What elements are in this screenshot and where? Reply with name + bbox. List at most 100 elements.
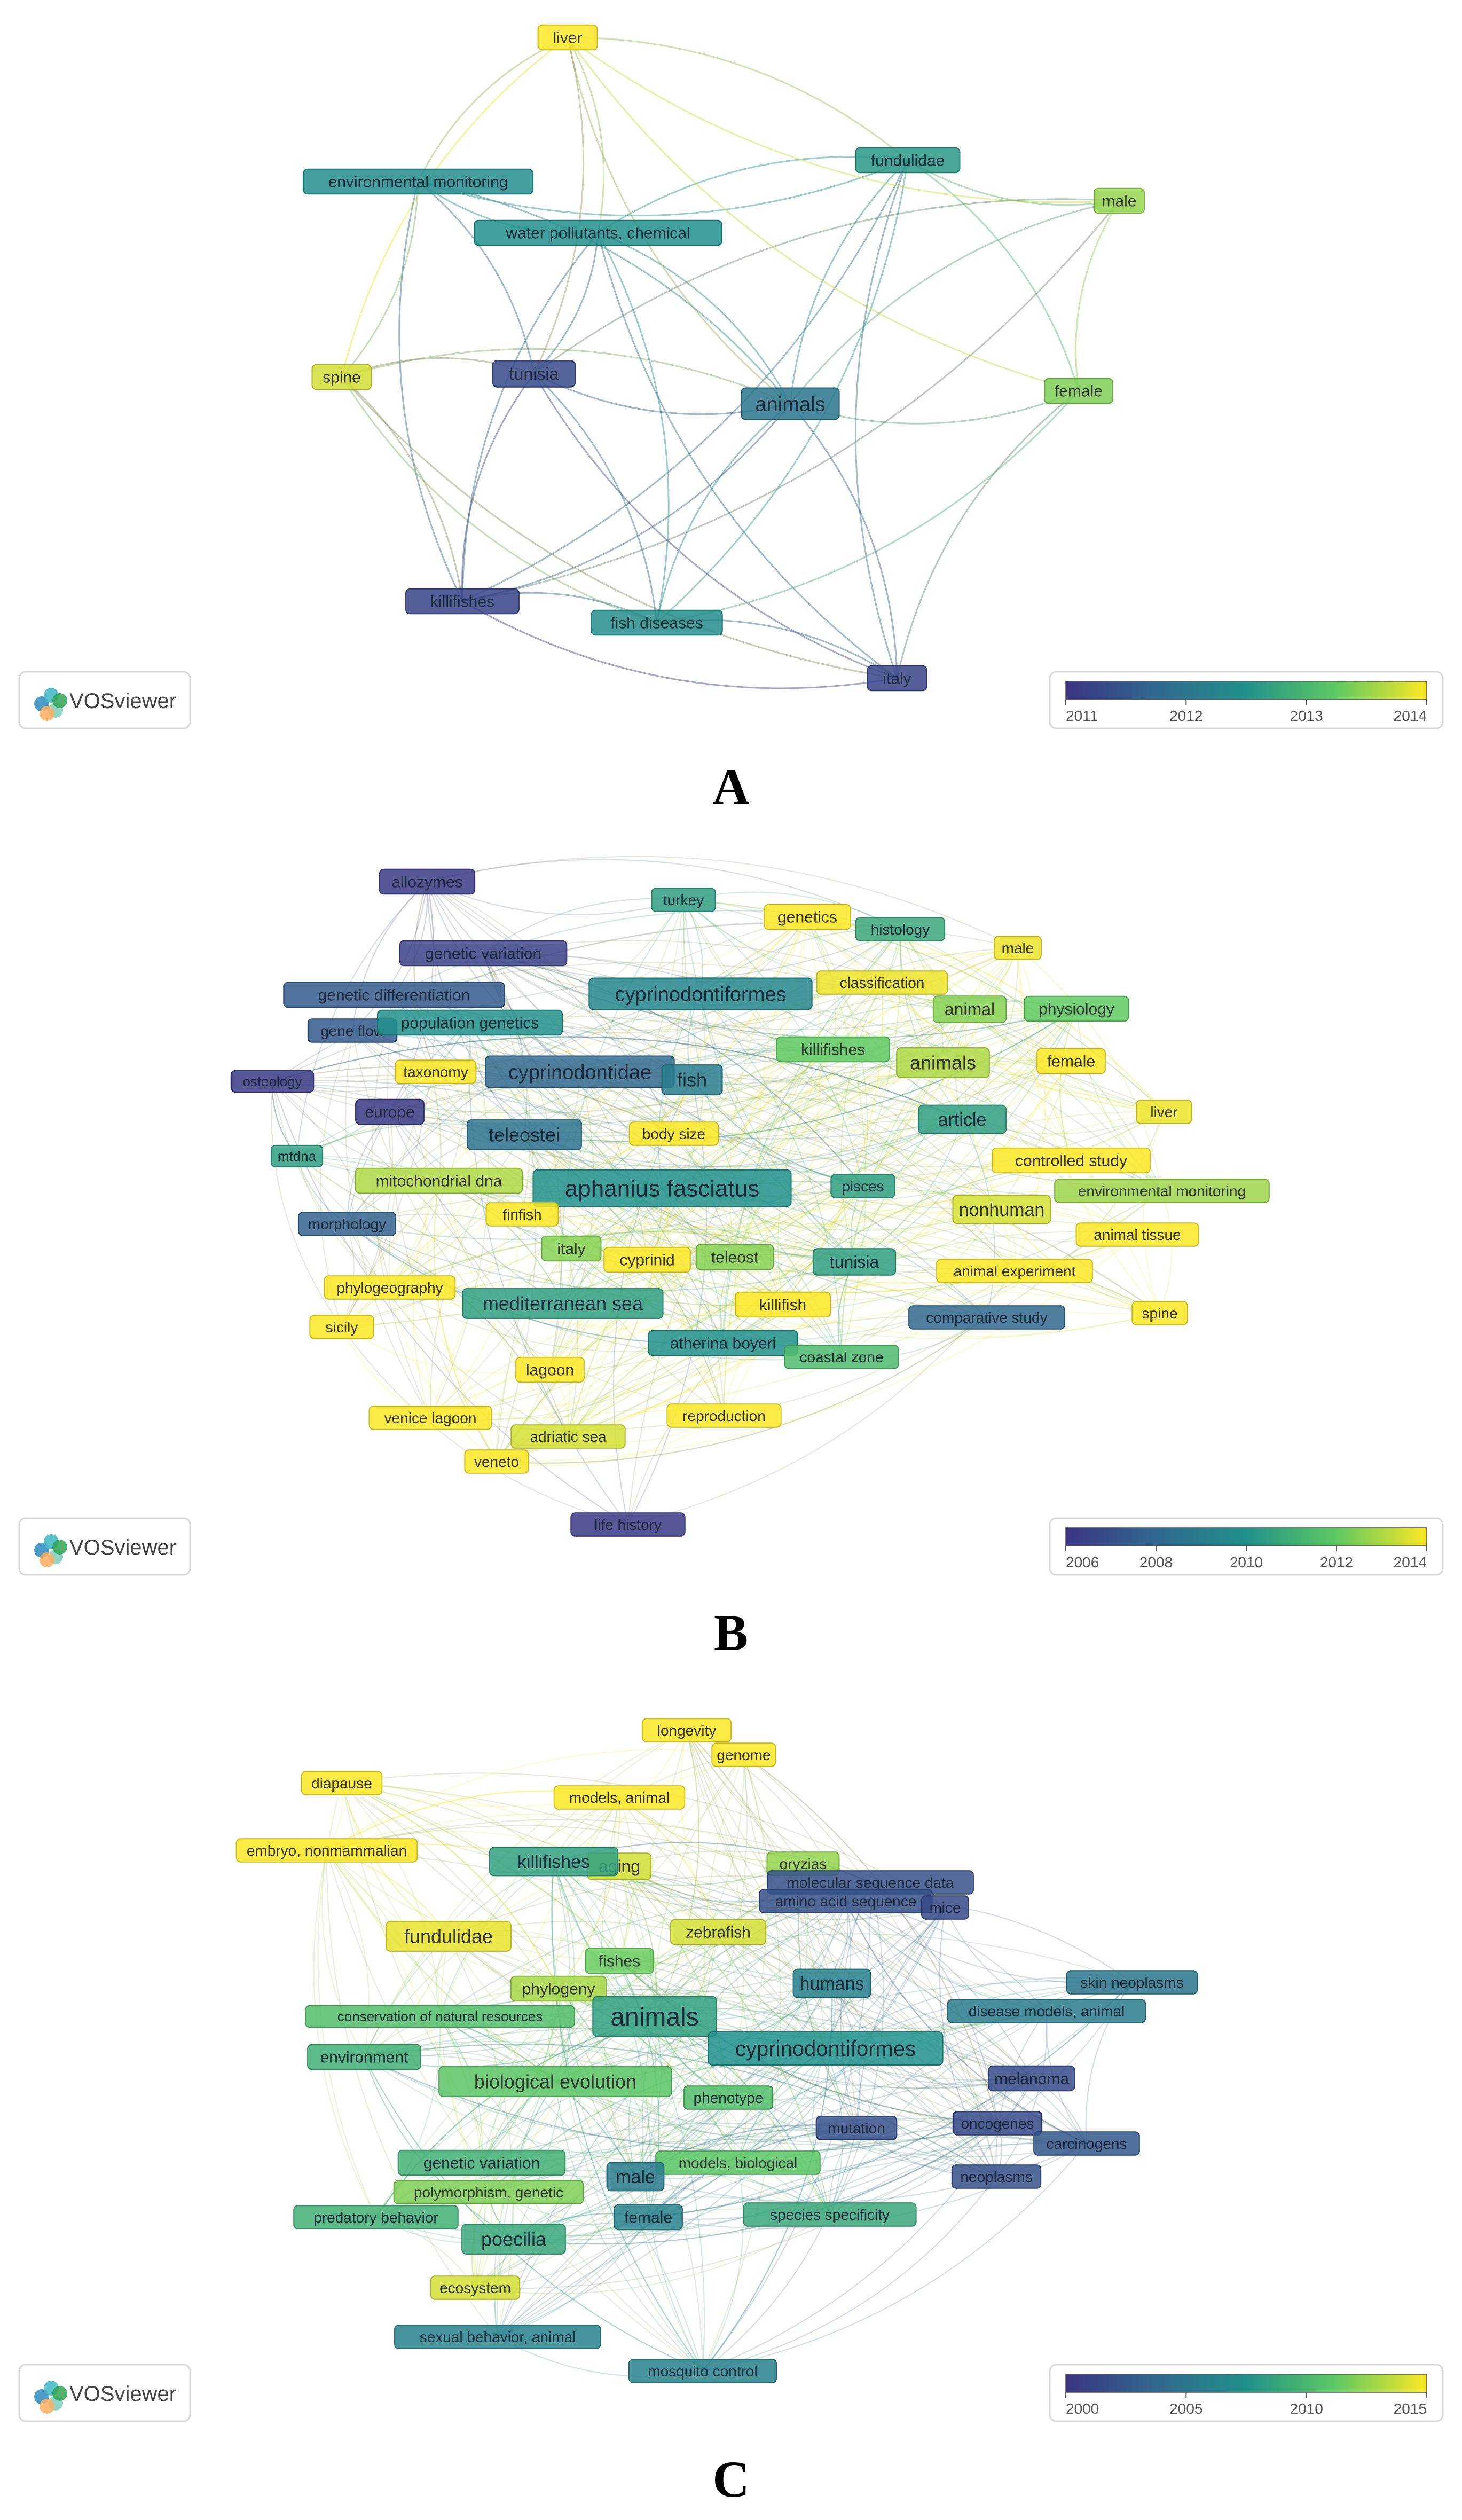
keyword-node[interactable]: genetic variation <box>397 2149 566 2176</box>
keyword-node[interactable]: animal tissue <box>1075 1222 1199 1247</box>
keyword-node[interactable]: mitochondrial dna <box>355 1167 523 1194</box>
keyword-node[interactable]: water pollutants, chemical <box>474 219 722 246</box>
keyword-node[interactable]: atherina boyeri <box>648 1330 798 1356</box>
keyword-node[interactable]: liver <box>1136 1100 1192 1124</box>
keyword-node[interactable]: environment <box>307 2044 421 2070</box>
keyword-node[interactable]: models, animal <box>553 1785 686 1810</box>
keyword-node[interactable]: article <box>918 1104 1007 1134</box>
keyword-node[interactable]: amino acid sequence <box>759 1889 933 1913</box>
keyword-node[interactable]: animals <box>741 387 840 420</box>
keyword-node[interactable]: osteology <box>230 1070 315 1093</box>
keyword-node[interactable]: cyprinodontidae <box>485 1055 675 1088</box>
keyword-node[interactable]: cyprinid <box>603 1246 691 1273</box>
keyword-node[interactable]: killifishes <box>489 1847 619 1877</box>
keyword-node[interactable]: fundulidae <box>386 1921 512 1952</box>
keyword-node[interactable]: fundulidae <box>855 147 961 174</box>
keyword-node[interactable]: female <box>614 2204 683 2231</box>
keyword-node[interactable]: melanoma <box>988 2065 1075 2092</box>
keyword-node[interactable]: models, biological <box>655 2150 821 2175</box>
keyword-node[interactable]: histology <box>855 917 946 941</box>
keyword-node[interactable]: tunisia <box>812 1248 897 1276</box>
keyword-node[interactable]: male <box>1093 187 1145 214</box>
keyword-node[interactable]: conservation of natural resources <box>305 2005 575 2028</box>
keyword-node[interactable]: genome <box>711 1742 776 1767</box>
keyword-node[interactable]: ecosystem <box>430 2275 521 2300</box>
keyword-node[interactable]: population genetics <box>376 1009 563 1036</box>
keyword-node[interactable]: genetic variation <box>399 940 568 967</box>
keyword-node[interactable]: polymorphism, genetic <box>393 2180 584 2204</box>
keyword-node[interactable]: morphology <box>298 1212 396 1236</box>
keyword-node[interactable]: italy <box>867 665 927 692</box>
keyword-node[interactable]: predatory behavior <box>293 2205 459 2229</box>
keyword-node[interactable]: mice <box>921 1895 969 1920</box>
keyword-node[interactable]: taxonomy <box>395 1059 477 1084</box>
keyword-node[interactable]: genetics <box>764 904 851 930</box>
keyword-node[interactable]: animals <box>592 1996 717 2037</box>
keyword-node[interactable]: classification <box>816 970 948 995</box>
keyword-node[interactable]: killifishes <box>405 588 520 615</box>
keyword-node[interactable]: liver <box>537 24 598 51</box>
keyword-node[interactable]: killifishes <box>776 1036 890 1063</box>
keyword-node[interactable]: turkey <box>651 888 716 912</box>
keyword-node[interactable]: mediterranean sea <box>462 1288 664 1319</box>
keyword-node[interactable]: carcinogens <box>1033 2131 1140 2156</box>
keyword-node[interactable]: humans <box>792 1968 871 1998</box>
keyword-node[interactable]: pisces <box>830 1174 895 1198</box>
keyword-node[interactable]: male <box>606 2162 665 2192</box>
keyword-node[interactable]: mosquito control <box>628 2359 777 2383</box>
keyword-node[interactable]: phylogeny <box>510 1975 607 2002</box>
keyword-node[interactable]: body size <box>628 1121 719 1146</box>
keyword-node[interactable]: animal experiment <box>936 1259 1093 1283</box>
keyword-node[interactable]: zebrafish <box>670 1919 767 1945</box>
keyword-node[interactable]: aphanius fasciatus <box>532 1169 792 1207</box>
keyword-node[interactable]: controlled study <box>992 1147 1151 1174</box>
keyword-node[interactable]: life history <box>570 1512 686 1537</box>
keyword-node[interactable]: venice lagoon <box>368 1406 492 1430</box>
keyword-node[interactable]: phenotype <box>683 2085 774 2110</box>
keyword-node[interactable]: oncogenes <box>952 2111 1043 2136</box>
keyword-node[interactable]: skin neoplasms <box>1066 1970 1198 1995</box>
keyword-node[interactable]: fish <box>661 1064 723 1095</box>
keyword-node[interactable]: embryo, nonmammalian <box>235 1838 418 1863</box>
keyword-node[interactable]: female <box>1044 378 1113 404</box>
keyword-node[interactable]: fishes <box>585 1948 654 1974</box>
keyword-node[interactable]: reproduction <box>666 1403 782 1428</box>
keyword-node[interactable]: mtdna <box>270 1144 324 1168</box>
keyword-node[interactable]: teleostei <box>467 1119 582 1150</box>
keyword-node[interactable]: diapause <box>301 1771 383 1795</box>
keyword-node[interactable]: veneto <box>464 1449 529 1474</box>
keyword-node[interactable]: cyprinodontiformes <box>588 977 813 1010</box>
keyword-node[interactable]: gene flow <box>307 1018 398 1043</box>
keyword-node[interactable]: spine <box>311 364 372 390</box>
keyword-node[interactable]: male <box>994 936 1042 960</box>
keyword-node[interactable]: phylogeography <box>324 1275 456 1300</box>
keyword-node[interactable]: molecular sequence data <box>767 1870 974 1895</box>
keyword-node[interactable]: europe <box>355 1098 425 1125</box>
keyword-node[interactable]: sexual behavior, animal <box>394 2325 601 2349</box>
keyword-node[interactable]: cyprinodontiformes <box>708 2031 944 2066</box>
keyword-node[interactable]: animal <box>932 995 1007 1023</box>
keyword-node[interactable]: spine <box>1131 1301 1188 1325</box>
keyword-node[interactable]: coastal zone <box>784 1345 899 1369</box>
keyword-node[interactable]: oryzias <box>766 1851 840 1876</box>
keyword-node[interactable]: comparative study <box>908 1305 1065 1330</box>
keyword-node[interactable]: physiology <box>1024 995 1129 1022</box>
keyword-node[interactable]: disease models, animal <box>947 1999 1146 2023</box>
keyword-node[interactable]: tunisia <box>492 360 576 388</box>
keyword-node[interactable]: fish diseases <box>591 609 723 636</box>
keyword-node[interactable]: italy <box>541 1235 602 1262</box>
keyword-node[interactable]: environmental monitoring <box>1054 1179 1270 1203</box>
keyword-node[interactable]: female <box>1036 1048 1106 1074</box>
keyword-node[interactable]: finfish <box>485 1202 559 1227</box>
keyword-node[interactable]: mutation <box>815 2116 898 2140</box>
keyword-node[interactable]: biological evolution <box>438 2066 672 2097</box>
keyword-node[interactable]: neoplasms <box>951 2164 1042 2189</box>
keyword-node[interactable]: species specificity <box>743 2202 917 2227</box>
keyword-node[interactable]: teleost <box>695 1244 774 1270</box>
keyword-node[interactable]: environmental monitoring <box>302 168 534 195</box>
keyword-node[interactable]: genetic differentiation <box>283 982 505 1008</box>
keyword-node[interactable]: killifish <box>734 1291 831 1318</box>
keyword-node[interactable]: longevity <box>641 1718 732 1742</box>
keyword-node[interactable]: poecilia <box>461 2224 566 2255</box>
keyword-node[interactable]: animals <box>896 1047 990 1078</box>
